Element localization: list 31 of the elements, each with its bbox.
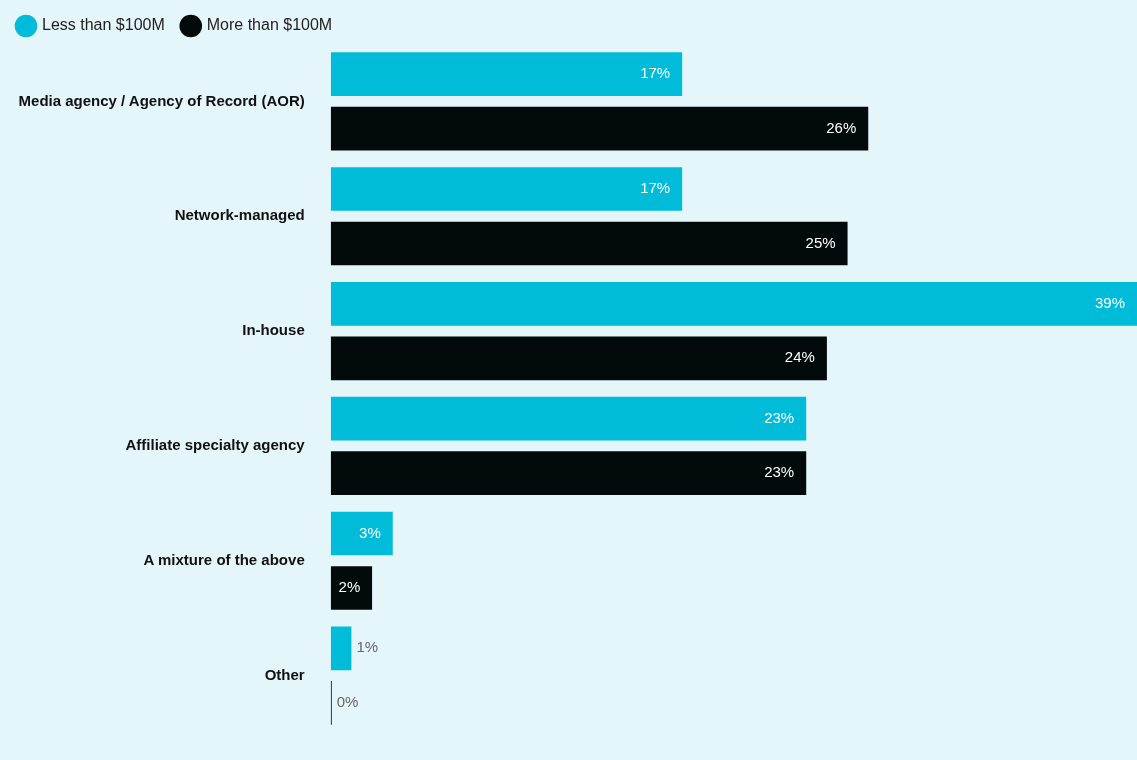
bar [330,626,352,671]
data-label: 17% [640,179,671,197]
data-label: 23% [764,463,795,481]
data-label: 17% [640,64,671,82]
bar [330,52,683,96]
data-label: 25% [805,233,836,251]
bar [330,336,827,381]
bar [330,167,683,211]
y-tick-label: Network-managed [174,206,305,224]
legend-label: Less than $100M [42,16,165,34]
legend-label: More than $100M [206,16,333,34]
y-tick-label: Media agency / Agency of Record (AOR) [18,91,305,109]
bar [330,451,807,496]
y-tick-label: In-house [242,321,305,339]
bar [330,511,393,556]
data-label: 2% [338,578,361,596]
bar [330,396,807,441]
y-tick-label: Affiliate specialty agency [125,436,306,454]
bar [330,221,848,266]
y-tick-label: Other [264,665,305,683]
data-label: 1% [356,638,379,656]
data-label: 23% [764,408,795,426]
data-label: 26% [826,118,857,136]
data-label: 0% [336,693,359,710]
data-label: 3% [359,523,381,541]
bar [330,281,1137,326]
data-label: 39% [1094,293,1125,311]
bar [330,106,869,151]
bar [330,566,373,610]
data-label: 24% [784,348,815,366]
y-tick-label: A mixture of the above [143,550,305,568]
